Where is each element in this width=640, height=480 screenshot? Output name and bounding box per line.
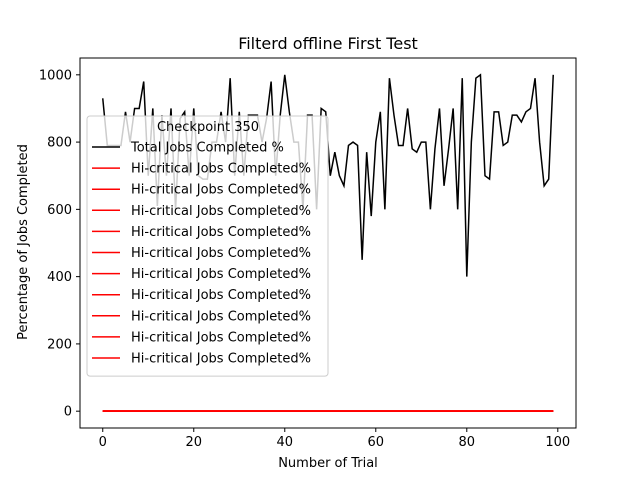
- x-axis-label: Number of Trial: [278, 456, 378, 471]
- legend-entry: Hi-critical Jobs Completed%: [131, 162, 311, 177]
- y-tick-label: 0: [64, 405, 72, 420]
- plot-area: [102, 73, 554, 412]
- legend-entry: Hi-critical Jobs Completed%: [131, 204, 311, 219]
- legend-entry: Hi-critical Jobs Completed%: [131, 330, 311, 345]
- legend-entry: Hi-critical Jobs Completed%: [131, 225, 311, 240]
- y-tick-label: 600: [47, 203, 72, 218]
- legend-title: Checkpoint 350: [157, 120, 259, 135]
- chart-title: Filterd offline First Test: [238, 34, 418, 53]
- x-tick-label: 40: [276, 435, 293, 450]
- y-tick-label: 800: [47, 136, 72, 151]
- y-tick-label: 400: [47, 270, 72, 285]
- legend: Checkpoint 350 Total Jobs Completed % Hi-c…: [86, 115, 329, 377]
- legend-entry: Hi-critical Jobs Completed%: [131, 288, 311, 303]
- x-tick-label: 60: [368, 435, 385, 450]
- x-tick-label: 100: [545, 435, 570, 450]
- legend-entry: Hi-critical Jobs Completed%: [131, 246, 311, 261]
- y-axis-label: Percentage of Jobs Completed: [16, 144, 31, 340]
- y-tick-label: 1000: [39, 68, 72, 83]
- legend-entry: Hi-critical Jobs Completed%: [131, 267, 311, 282]
- plot-frame: [79, 57, 577, 429]
- x-tick-label: 0: [99, 435, 107, 450]
- x-tick-label: 80: [459, 435, 476, 450]
- x-axis: 0 20 40 60 80 100: [99, 428, 570, 450]
- y-tick-label: 200: [47, 337, 72, 352]
- legend-entry: Hi-critical Jobs Completed%: [131, 183, 311, 198]
- legend-entry: Hi-critical Jobs Completed%: [131, 352, 311, 367]
- legend-entry: Hi-critical Jobs Completed%: [131, 309, 311, 324]
- x-tick-label: 20: [185, 435, 202, 450]
- legend-box: [86, 115, 329, 377]
- legend-entry: Total Jobs Completed %: [130, 141, 284, 156]
- y-axis: 0 200 400 600 800 1000: [39, 68, 80, 420]
